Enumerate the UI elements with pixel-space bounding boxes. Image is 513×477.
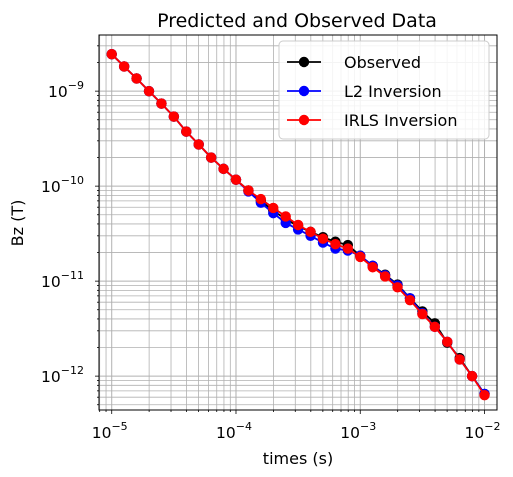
data-point (292, 219, 304, 231)
legend-label: L2 Inversion (344, 82, 442, 101)
y-tick-label: 10−10 (41, 174, 84, 196)
data-point (181, 126, 192, 137)
data-point (143, 85, 155, 97)
data-point (218, 163, 229, 175)
legend-marker (298, 56, 310, 68)
data-point (454, 354, 465, 365)
legend: Observed L2 Inversion IRLS Inversion (278, 40, 490, 140)
data-point (330, 238, 341, 250)
ticks (95, 45, 485, 414)
data-point (193, 139, 204, 150)
data-point (429, 321, 441, 333)
grid (99, 35, 497, 410)
data-point (280, 211, 291, 222)
data-point (230, 174, 242, 185)
legend-marker (298, 114, 310, 126)
data-point (255, 193, 267, 205)
data-point (106, 48, 117, 60)
data-point (268, 202, 279, 214)
plot-frame (98, 34, 498, 411)
x-tick-label: 10−4 (216, 420, 252, 442)
data-point (156, 98, 167, 109)
tick-labels: 10−5 10−4 10−3 10−2 10−9 10−10 10−11 10−12 (41, 79, 500, 442)
legend-marker (298, 85, 310, 97)
data-point (168, 111, 180, 122)
data-point (466, 370, 478, 382)
y-tick-label: 10−9 (48, 79, 84, 101)
x-tick-label: 10−5 (92, 420, 128, 442)
data-point (392, 282, 403, 293)
data-point (317, 233, 329, 244)
data-point (131, 73, 142, 84)
data-point (305, 226, 316, 238)
data-point (118, 61, 130, 72)
y-tick-label: 10−12 (41, 364, 84, 386)
data-point (243, 185, 254, 196)
y-tick-label: 10−11 (41, 269, 84, 291)
data-point (342, 243, 354, 254)
data-point (417, 308, 428, 320)
data-point (479, 389, 490, 401)
series-layer (106, 48, 490, 401)
legend-label: Observed (344, 53, 421, 72)
x-tick-label: 10−3 (340, 420, 376, 442)
data-point (404, 294, 416, 306)
x-tick-label: 10−2 (465, 420, 501, 442)
data-point (442, 336, 453, 347)
series-2 (106, 48, 490, 401)
data-point (205, 152, 217, 163)
x-axis-label: times (s) (263, 449, 333, 468)
data-point (367, 262, 378, 273)
legend-box (278, 40, 490, 140)
data-point (379, 271, 391, 282)
y-axis-label: Bz (T) (8, 200, 27, 247)
chart-title: Predicted and Observed Data (157, 10, 437, 32)
legend-label: IRLS Inversion (344, 111, 457, 130)
data-point (355, 251, 366, 263)
